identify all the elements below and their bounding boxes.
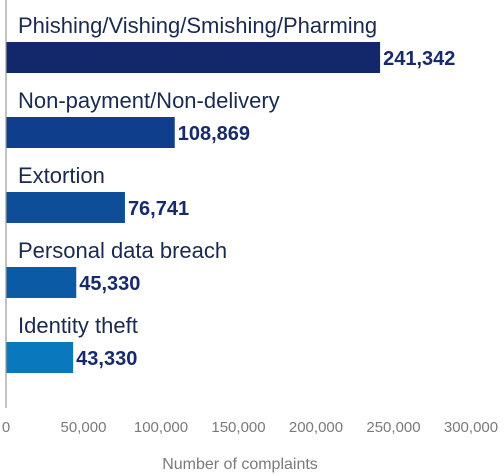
x-axis-ticks: 0 50,000 100,000 150,000 200,000 250,000 300,0…	[2, 419, 498, 436]
value-label: 108,869	[178, 123, 250, 145]
bar	[6, 117, 175, 148]
x-tick-label: 0	[2, 419, 10, 436]
category-label: Non-payment/Non-delivery	[18, 88, 280, 113]
bar	[6, 267, 77, 298]
x-tick-label: 150,000	[211, 419, 265, 436]
x-tick-label: 250,000	[366, 419, 420, 436]
category-label: Identity theft	[18, 313, 138, 338]
category-label: Extortion	[18, 163, 105, 188]
value-label: 45,330	[79, 273, 140, 295]
bar	[6, 192, 125, 223]
category-label: Personal data breach	[18, 238, 227, 263]
bars-layer: Phishing/Vishing/Smishing/Pharming 241,34…	[6, 13, 455, 373]
bar	[6, 42, 381, 73]
x-tick-label: 300,000	[444, 419, 498, 436]
x-tick-label: 100,000	[134, 419, 188, 436]
x-tick-label: 50,000	[61, 419, 107, 436]
x-tick-label: 200,000	[289, 419, 343, 436]
bar	[6, 342, 74, 373]
category-label: Phishing/Vishing/Smishing/Pharming	[18, 13, 377, 38]
value-label: 76,741	[128, 198, 189, 220]
value-label: 241,342	[383, 48, 455, 70]
x-axis-title: Number of complaints	[162, 456, 318, 473]
value-label: 43,330	[76, 348, 137, 370]
